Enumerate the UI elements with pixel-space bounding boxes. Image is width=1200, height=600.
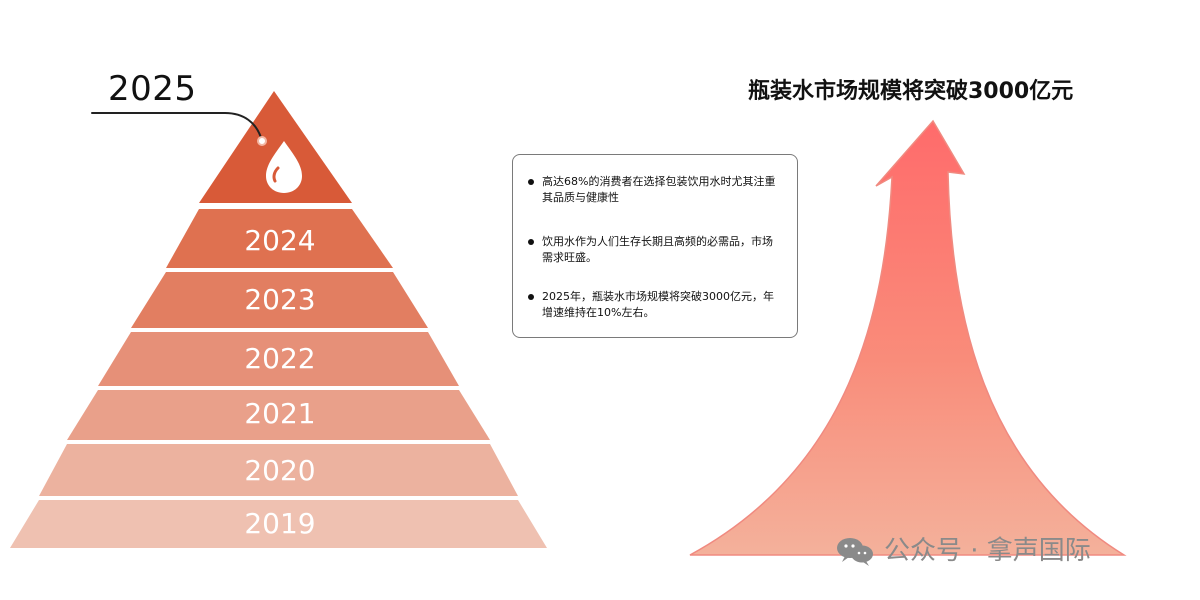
pyramid-layer-label-2024: 2024 [244, 224, 316, 257]
info-text-2: 饮用水作为人们生存长期且高频的必需品，市场需求旺盛。 [542, 235, 773, 264]
pyramid-layer-label-2022: 2022 [244, 342, 316, 375]
pyramid-layer-label-2021: 2021 [244, 397, 316, 430]
callout-dot [257, 136, 267, 146]
growth-arrow-graphic [689, 119, 1127, 556]
pyramid-layer-2023 [131, 272, 428, 328]
info-text-3: 2025年，瓶装水市场规模将突破3000亿元，年增速维持在10%左右。 [542, 290, 774, 319]
info-item-1: 高达68%的消费者在选择包装饮用水时尤其注重其品质与健康性 [528, 174, 778, 206]
info-item-3: 2025年，瓶装水市场规模将突破3000亿元，年增速维持在10%左右。 [528, 289, 778, 321]
pyramid-layer-label-2023: 2023 [244, 283, 316, 316]
watermark-text: 公众号 · 拿声国际 [884, 536, 1091, 566]
water-drop-highlight [272, 166, 280, 183]
bullet-icon [528, 239, 534, 245]
pyramid-layer-2021 [67, 390, 490, 440]
info-text-1: 高达68%的消费者在选择包装饮用水时尤其注重其品质与健康性 [542, 175, 776, 204]
growth-arrow [689, 119, 1127, 556]
watermark: 公众号 · 拿声国际 [834, 534, 1091, 568]
pyramid-layer-label-2019: 2019 [244, 507, 316, 540]
info-box: 高达68%的消费者在选择包装饮用水时尤其注重其品质与健康性 饮用水作为人们生存长… [512, 154, 798, 338]
bullet-icon [528, 179, 534, 185]
callout-line [91, 112, 263, 142]
pyramid-layer-top [199, 91, 352, 203]
bullet-icon [528, 294, 534, 300]
pyramid-section: 2025 2024 2023 2022 2021 2020 2019 [10, 69, 547, 548]
market-title: 瓶装水市场规模将突破3000亿元 [748, 79, 1074, 104]
pyramid-layer-2022 [98, 332, 459, 386]
pyramid-graphic [10, 91, 547, 548]
pyramid-layer-2024 [166, 209, 393, 268]
wechat-icon [837, 538, 873, 566]
pyramid-layer-2019 [10, 500, 547, 548]
info-item-2: 饮用水作为人们生存长期且高频的必需品，市场需求旺盛。 [528, 234, 778, 266]
pyramid-layer-label-2020: 2020 [244, 454, 316, 487]
pyramid-layer-2020 [39, 444, 518, 496]
top-year-label: 2025 [108, 69, 197, 109]
